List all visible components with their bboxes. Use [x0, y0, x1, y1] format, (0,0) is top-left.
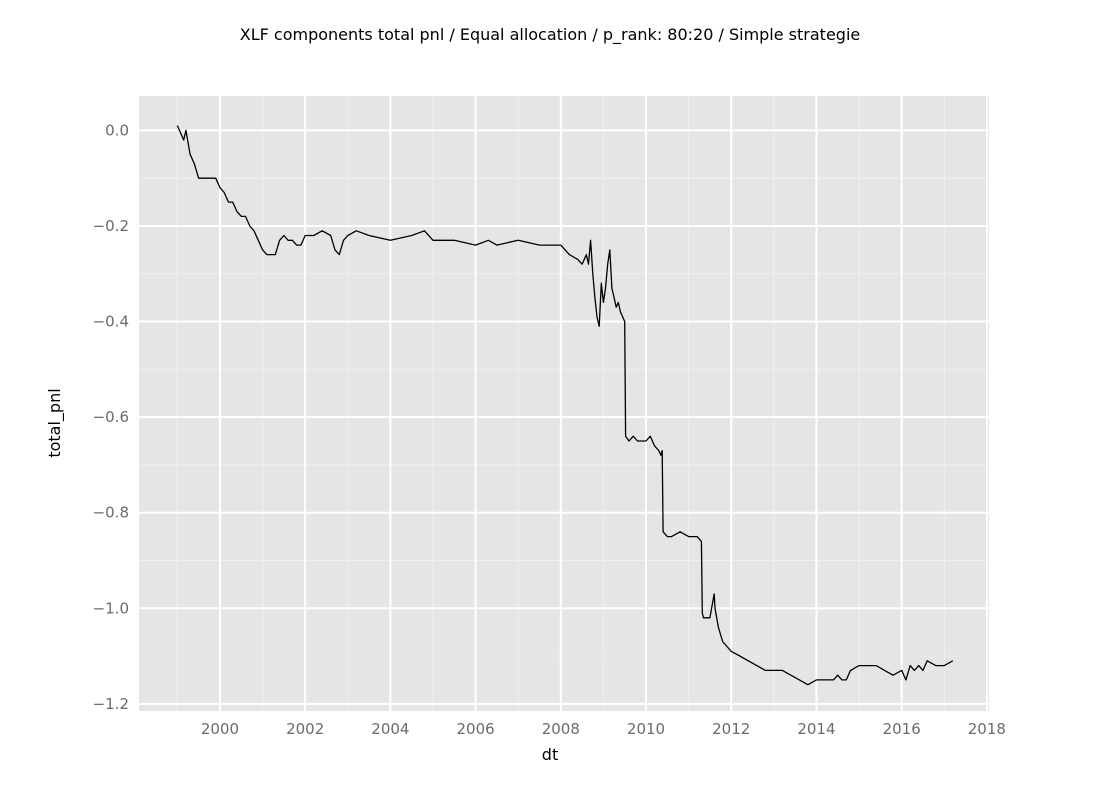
y-tick-label: 0.0 — [105, 121, 129, 139]
grid-major — [139, 96, 989, 711]
chart-title: XLF components total pnl / Equal allocat… — [240, 25, 860, 45]
x-tick-label: 2018 — [968, 720, 1006, 738]
x-tick-label: 2014 — [797, 720, 835, 738]
y-tick-label: −0.8 — [93, 504, 129, 522]
grid-minor — [139, 96, 989, 711]
x-axis-label: dt — [542, 745, 558, 764]
x-tick-label: 2006 — [456, 720, 494, 738]
y-tick-label: −1.0 — [93, 599, 129, 617]
x-tick-label: 2004 — [371, 720, 409, 738]
y-tick-label: −1.2 — [93, 695, 129, 713]
plot-panel — [139, 96, 989, 711]
x-tick-label: 2000 — [201, 720, 239, 738]
y-tick-labels: 0.0 −0.2 −0.4 −0.6 −0.8 −1.0 −1.2 — [93, 121, 129, 712]
x-tick-label: 2016 — [883, 720, 921, 738]
x-tick-label: 2002 — [286, 720, 324, 738]
y-tick-label: −0.2 — [93, 217, 129, 235]
x-tick-label: 2012 — [712, 720, 750, 738]
y-axis-label: total_pnl — [45, 388, 65, 457]
y-tick-label: −0.6 — [93, 408, 129, 426]
x-tick-label: 2010 — [627, 720, 665, 738]
series-line-total-pnl — [176, 125, 954, 686]
y-tick-label: −0.4 — [93, 313, 129, 331]
x-tick-labels: 2000 2002 2004 2006 2008 2010 2012 2014 2016 2018 — [201, 720, 1006, 738]
x-tick-label: 2008 — [542, 720, 580, 738]
